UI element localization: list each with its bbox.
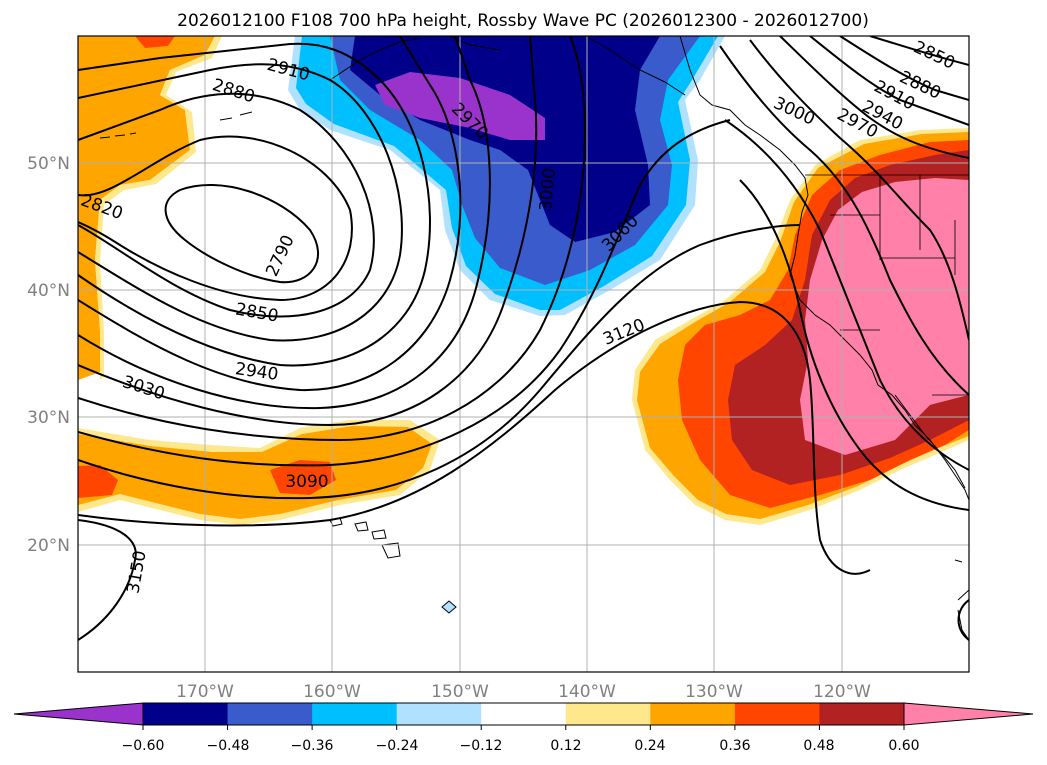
colorbar-tick-label: −0.24 [376,738,419,754]
colorbar-tick-label: 0.24 [634,738,665,754]
contour-3090-west [78,224,801,500]
colorbar-frame [142,702,905,726]
hawaii-island-big [381,542,401,559]
latitude-labels: 50°N 40°N 30°N 20°N [27,154,70,556]
colorbar-tick-label: 0.36 [719,738,750,754]
contour-2850-east [869,36,969,66]
colorbar-segment [819,703,905,725]
colorbar-segment [650,703,736,725]
positive-anomaly-west-strip [78,36,215,380]
hawaii-island-oahu [354,521,369,532]
lat-label-40n: 40°N [27,281,70,301]
colorbar-tick-label: −0.36 [291,738,334,754]
contour-3030-east [724,119,969,471]
contour-2970-east [749,39,969,341]
aleutian-islands [99,111,253,139]
lat-label-20n: 20°N [27,536,70,556]
map-panel: 2910 2880 2970 3000 2850 2880 2910 2940 … [78,36,969,672]
lat-label-50n: 50°N [27,154,70,174]
colorbar-segments [143,703,905,725]
colorbar-extension-max [903,702,1034,726]
positive-anomaly-southwest-core [78,465,118,498]
contour-3060-east [739,179,969,511]
contour-2940-east [779,36,969,159]
contour-far-southeast [957,599,969,641]
colorbar-tick-labels: −0.60 −0.48 −0.36 −0.24 −0.12 0.12 0.24 … [122,738,920,754]
contour-label-3090: 3090 [285,472,328,492]
contour-3000-west [78,36,538,427]
colorbar-segment [565,703,651,725]
colorbar-tick-label: −0.60 [122,738,165,754]
colorbar-tick-label: 0.12 [550,738,581,754]
figure-title: 2026012100 F108 700 hPa height, Rossby W… [177,11,869,31]
contour-2880-west [78,63,403,342]
positive-anomaly-nw-core [135,36,175,48]
colorbar-tick-label: 0.60 [888,738,919,754]
contour-3150 [78,519,137,641]
contour-2880-east [839,36,969,101]
colorbar-tick-label: −0.48 [207,738,250,754]
contour-2790 [164,183,320,284]
lon-label-150w: 150°W [431,682,489,702]
contour-2970-west [78,36,491,410]
colorbar-segment [481,703,567,725]
colorbar-segment [312,703,398,725]
colorbar-segment [227,703,313,725]
small-island-marker [441,600,457,614]
positive-anomaly-west-edge [95,36,222,380]
contour-2910-west [78,42,431,367]
contour-3120 [78,300,871,575]
contour-2820 [78,135,353,302]
lon-label-160w: 160°W [303,682,361,702]
hawaii-island-maui [371,529,387,540]
colorbar-segment [734,703,820,725]
lon-label-120w: 120°W [813,682,871,702]
lat-label-30n: 30°N [27,408,70,428]
longitude-labels: 170°W 160°W 150°W 140°W 130°W 120°W [176,682,871,702]
contour-3030-west [78,36,587,442]
baja-coastline [894,394,966,489]
colorbar-segment [143,703,229,725]
contour-2910-east [809,36,969,126]
colorbar-ticks [142,725,905,730]
lon-label-170w: 170°W [176,682,234,702]
height-contours [78,36,969,641]
contour-3060-west [78,119,731,467]
positive-anomaly-baja-dark [930,395,969,430]
colorbar: −0.60 −0.48 −0.36 −0.24 −0.12 0.12 0.24 … [13,702,1034,754]
colorbar-tick-label: 0.48 [803,738,834,754]
colorbar-extension-min [13,702,144,726]
positive-anomaly-hawaii-core [270,460,336,495]
colorbar-tick-label: −0.12 [460,738,503,754]
contour-label-3000-north: 3000 [536,167,560,212]
lon-label-130w: 130°W [685,682,743,702]
contour-2850-west [78,92,375,318]
lon-label-140w: 140°W [558,682,616,702]
contour-3000-east [719,45,969,396]
map-frame [77,35,970,673]
contour-2940-west [78,36,462,392]
colorbar-segment [396,703,482,725]
